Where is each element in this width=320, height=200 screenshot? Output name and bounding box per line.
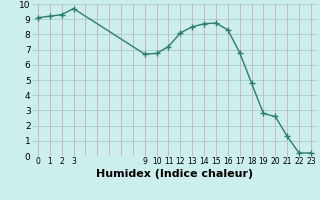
X-axis label: Humidex (Indice chaleur): Humidex (Indice chaleur) bbox=[96, 169, 253, 179]
